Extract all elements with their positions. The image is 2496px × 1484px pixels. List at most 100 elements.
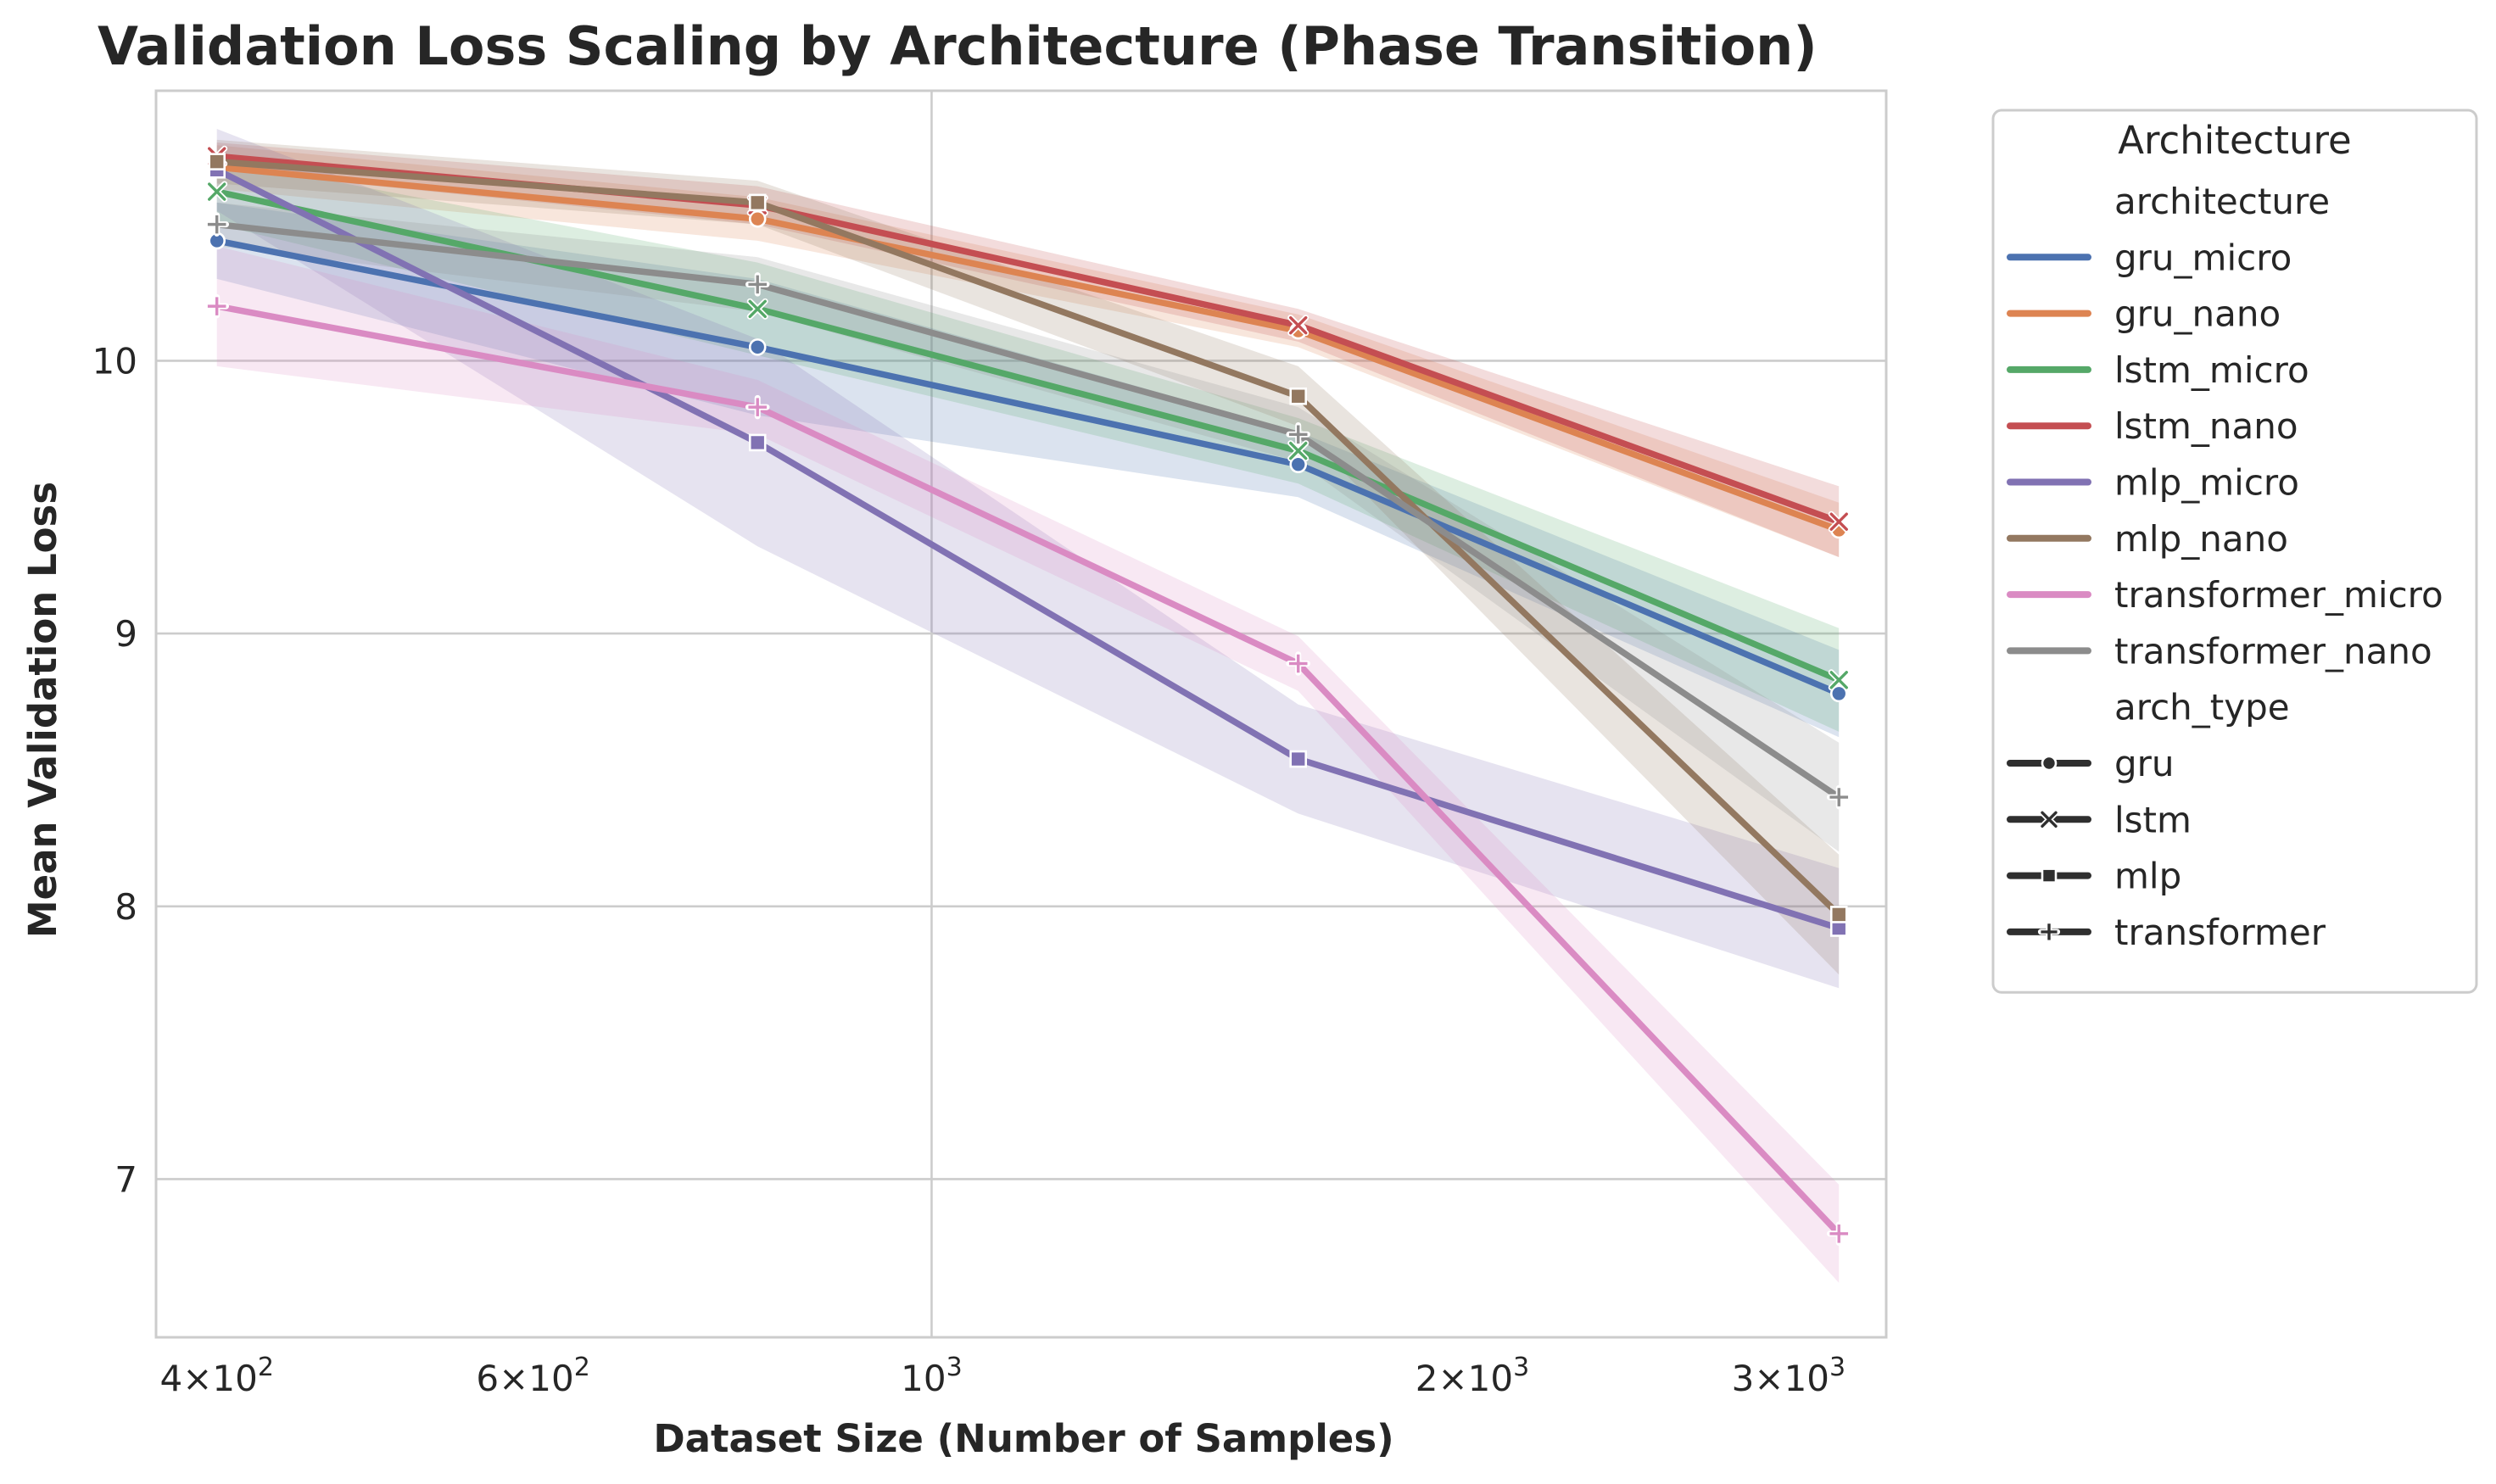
data-point-lstm_micro xyxy=(1287,440,1309,462)
legend-label: lstm xyxy=(2114,799,2192,840)
marker-plus xyxy=(748,275,768,294)
series-line-gru_micro xyxy=(213,237,1842,697)
data-point-lstm_micro xyxy=(1828,669,1850,691)
confidence-band-mlp_micro xyxy=(216,129,1840,989)
legend-label: lstm_nano xyxy=(2114,405,2298,447)
marker-circle xyxy=(748,338,767,356)
marker-square xyxy=(2041,868,2058,884)
x-axis-label: Dataset Size (Number of Samples) xyxy=(653,1416,1393,1461)
marker-circle xyxy=(1829,684,1848,703)
legend-label: mlp_micro xyxy=(2114,462,2299,504)
x-tick-label: 6×102 xyxy=(476,1353,589,1399)
marker-x xyxy=(2041,811,2058,828)
data-point-gru_micro xyxy=(1289,455,1308,473)
data-point-mlp_nano xyxy=(1829,906,1848,923)
legend-label: transformer_micro xyxy=(2114,574,2443,616)
legend-label: lstm_micro xyxy=(2114,349,2309,391)
series-line-gru_nano xyxy=(213,164,1842,533)
marker-x xyxy=(1289,315,1308,335)
legend-style-marker-transformer xyxy=(2037,920,2061,943)
legend-label: gru_micro xyxy=(2114,237,2292,278)
axes-frame xyxy=(154,89,1888,1339)
x-tick-label: 3×103 xyxy=(1732,1353,1845,1399)
confidence-band-lstm_micro xyxy=(216,159,1840,732)
marker-circle xyxy=(2041,755,2058,772)
marker-plus xyxy=(207,297,226,315)
legend-label: mlp xyxy=(2114,856,2181,897)
legend-style-marker-mlp xyxy=(2041,868,2058,884)
y-tick-label: 9 xyxy=(114,613,137,655)
legend-label: transformer_nano xyxy=(2114,630,2432,672)
marker-x xyxy=(208,182,226,201)
x-tick-exponent: 2 xyxy=(574,1353,590,1382)
marker-plus xyxy=(1288,654,1308,673)
x-tick-label: 4×102 xyxy=(159,1353,273,1399)
legend-label: gru_nano xyxy=(2114,293,2281,335)
y-tick-label: 8 xyxy=(114,886,137,928)
marker-plus xyxy=(1829,1224,1849,1243)
x-tick-label: 2×103 xyxy=(1416,1353,1529,1399)
series-line-transformer_micro xyxy=(213,303,1842,1237)
confidence-band-gru_micro xyxy=(216,202,1840,738)
marker-x xyxy=(1829,671,1848,689)
y-axis-label: Mean Validation Loss xyxy=(20,482,65,938)
x-tick-base: 2×10 xyxy=(1416,1358,1513,1399)
data-point-transformer_micro xyxy=(1826,1221,1851,1247)
marker-square xyxy=(1289,387,1308,405)
data-point-gru_micro xyxy=(1829,684,1848,703)
x-tick-exponent: 3 xyxy=(1829,1353,1845,1382)
marker-plus xyxy=(2041,923,2058,940)
data-point-lstm_nano xyxy=(1828,510,1850,533)
series-line-mlp_micro xyxy=(213,166,1842,932)
marker-plus xyxy=(748,398,768,416)
data-point-transformer_nano xyxy=(745,272,770,297)
legend-box xyxy=(1991,109,2478,994)
marker-x xyxy=(1289,441,1308,460)
data-point-mlp_nano xyxy=(748,193,767,212)
marker-square xyxy=(748,433,767,452)
legend: Architecture architecture gru_micro gru_nan… xyxy=(1991,109,2478,994)
data-point-mlp_micro xyxy=(748,433,767,452)
y-tick-label: 10 xyxy=(92,340,137,382)
y-tick-label: 7 xyxy=(114,1158,137,1200)
chart-title: Validation Loss Scaling by Architecture … xyxy=(98,15,1818,77)
confidence-band-transformer_nano xyxy=(216,202,1840,852)
x-tick-base: 6×10 xyxy=(476,1358,573,1399)
data-point-transformer_micro xyxy=(745,394,770,420)
x-tick-exponent: 2 xyxy=(258,1353,274,1382)
marker-x xyxy=(1829,512,1848,531)
marker-square xyxy=(1829,906,1848,923)
legend-label: transformer xyxy=(2114,912,2326,953)
legend-group-header: architecture xyxy=(2114,181,2330,222)
legend-title: Architecture xyxy=(2118,118,2352,163)
x-tick-base: 3×10 xyxy=(1732,1358,1829,1399)
data-point-mlp_nano xyxy=(1289,387,1308,405)
marker-plus xyxy=(1829,788,1849,806)
marker-x xyxy=(748,299,767,319)
series-line-mlp_nano xyxy=(213,158,1842,918)
x-tick-label: 103 xyxy=(901,1353,963,1399)
data-point-transformer_nano xyxy=(204,212,230,237)
series-line-lstm_micro xyxy=(213,188,1842,683)
marker-square xyxy=(748,193,767,212)
x-tick-base: 10 xyxy=(901,1358,946,1399)
data-point-transformer_nano xyxy=(1286,421,1311,447)
data-point-mlp_micro xyxy=(1289,750,1308,768)
data-point-lstm_micro xyxy=(206,181,228,203)
legend-label: gru xyxy=(2114,743,2175,784)
data-point-mlp_nano xyxy=(208,153,226,170)
data-point-lstm_nano xyxy=(1287,315,1309,337)
confidence-band-transformer_micro xyxy=(216,246,1840,1283)
legend-style-marker-lstm xyxy=(2039,809,2059,829)
x-tick-exponent: 3 xyxy=(946,1353,963,1382)
legend-group-header: arch_type xyxy=(2114,687,2290,728)
x-tick-base: 4×10 xyxy=(159,1358,257,1399)
x-tick-exponent: 3 xyxy=(1513,1353,1529,1382)
legend-label: mlp_nano xyxy=(2114,518,2288,560)
legend-style-marker-gru xyxy=(2041,755,2058,772)
series-line-transformer_nano xyxy=(213,220,1842,801)
data-point-transformer_nano xyxy=(1826,784,1851,810)
confidence-band-mlp_nano xyxy=(216,139,1840,975)
